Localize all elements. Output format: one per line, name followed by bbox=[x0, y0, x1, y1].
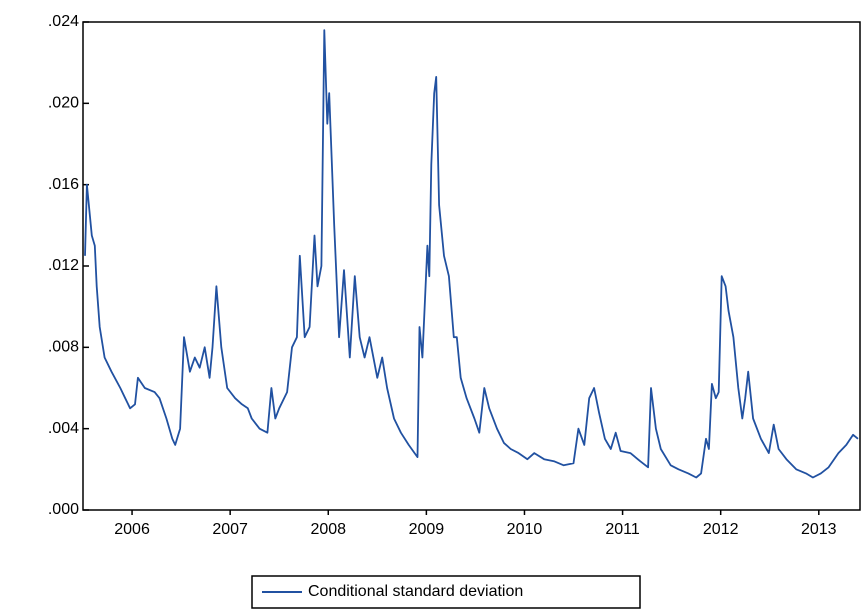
x-tick-label: 2008 bbox=[310, 521, 346, 538]
legend-label: Conditional standard deviation bbox=[308, 583, 523, 600]
y-tick-label: .020 bbox=[48, 95, 79, 112]
series-line bbox=[84, 29, 859, 479]
y-tick-label: .016 bbox=[48, 176, 79, 193]
legend-box bbox=[251, 575, 641, 609]
y-tick-label: .004 bbox=[48, 420, 79, 437]
y-tick-label: .012 bbox=[48, 257, 79, 274]
x-tick-label: 2011 bbox=[605, 521, 640, 538]
y-tick-label: .008 bbox=[48, 339, 79, 356]
x-tick-label: 2010 bbox=[507, 521, 543, 538]
x-tick-label: 2013 bbox=[801, 521, 837, 538]
x-tick-label: 2012 bbox=[703, 521, 739, 538]
x-tick-label: 2007 bbox=[212, 521, 248, 538]
x-tick-label: 2009 bbox=[409, 521, 445, 538]
y-tick-label: .024 bbox=[48, 13, 79, 30]
plot-frame bbox=[82, 21, 861, 511]
x-tick-label: 2006 bbox=[114, 521, 150, 538]
y-tick-label: .000 bbox=[48, 501, 79, 518]
